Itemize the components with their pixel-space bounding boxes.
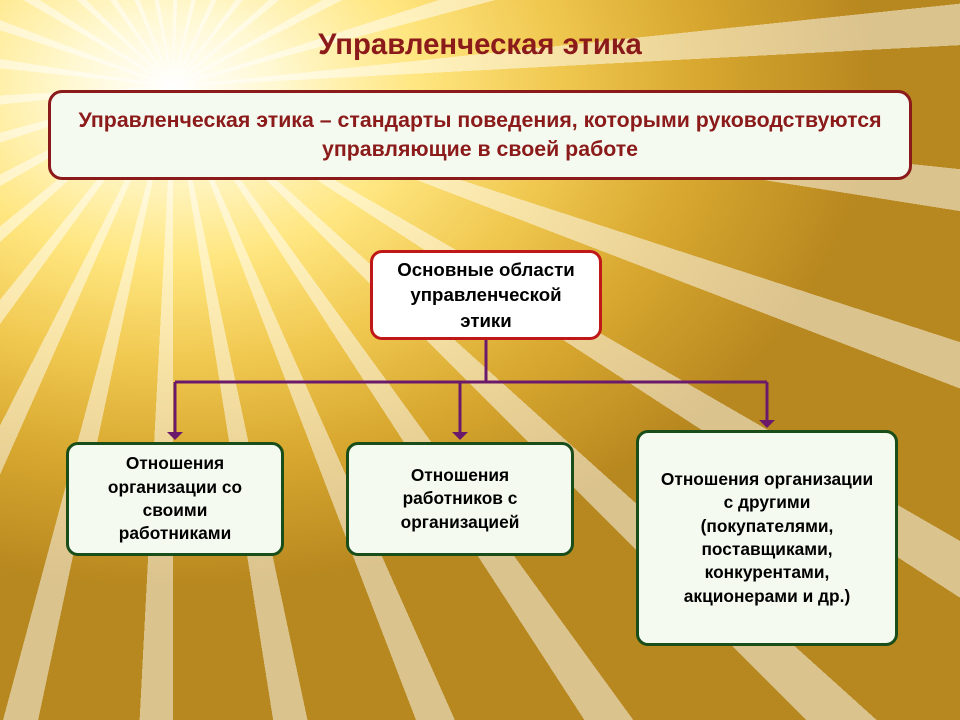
- connector-lines: [0, 0, 960, 720]
- diagram-content: Управленческая этика Управленческая этик…: [0, 0, 960, 720]
